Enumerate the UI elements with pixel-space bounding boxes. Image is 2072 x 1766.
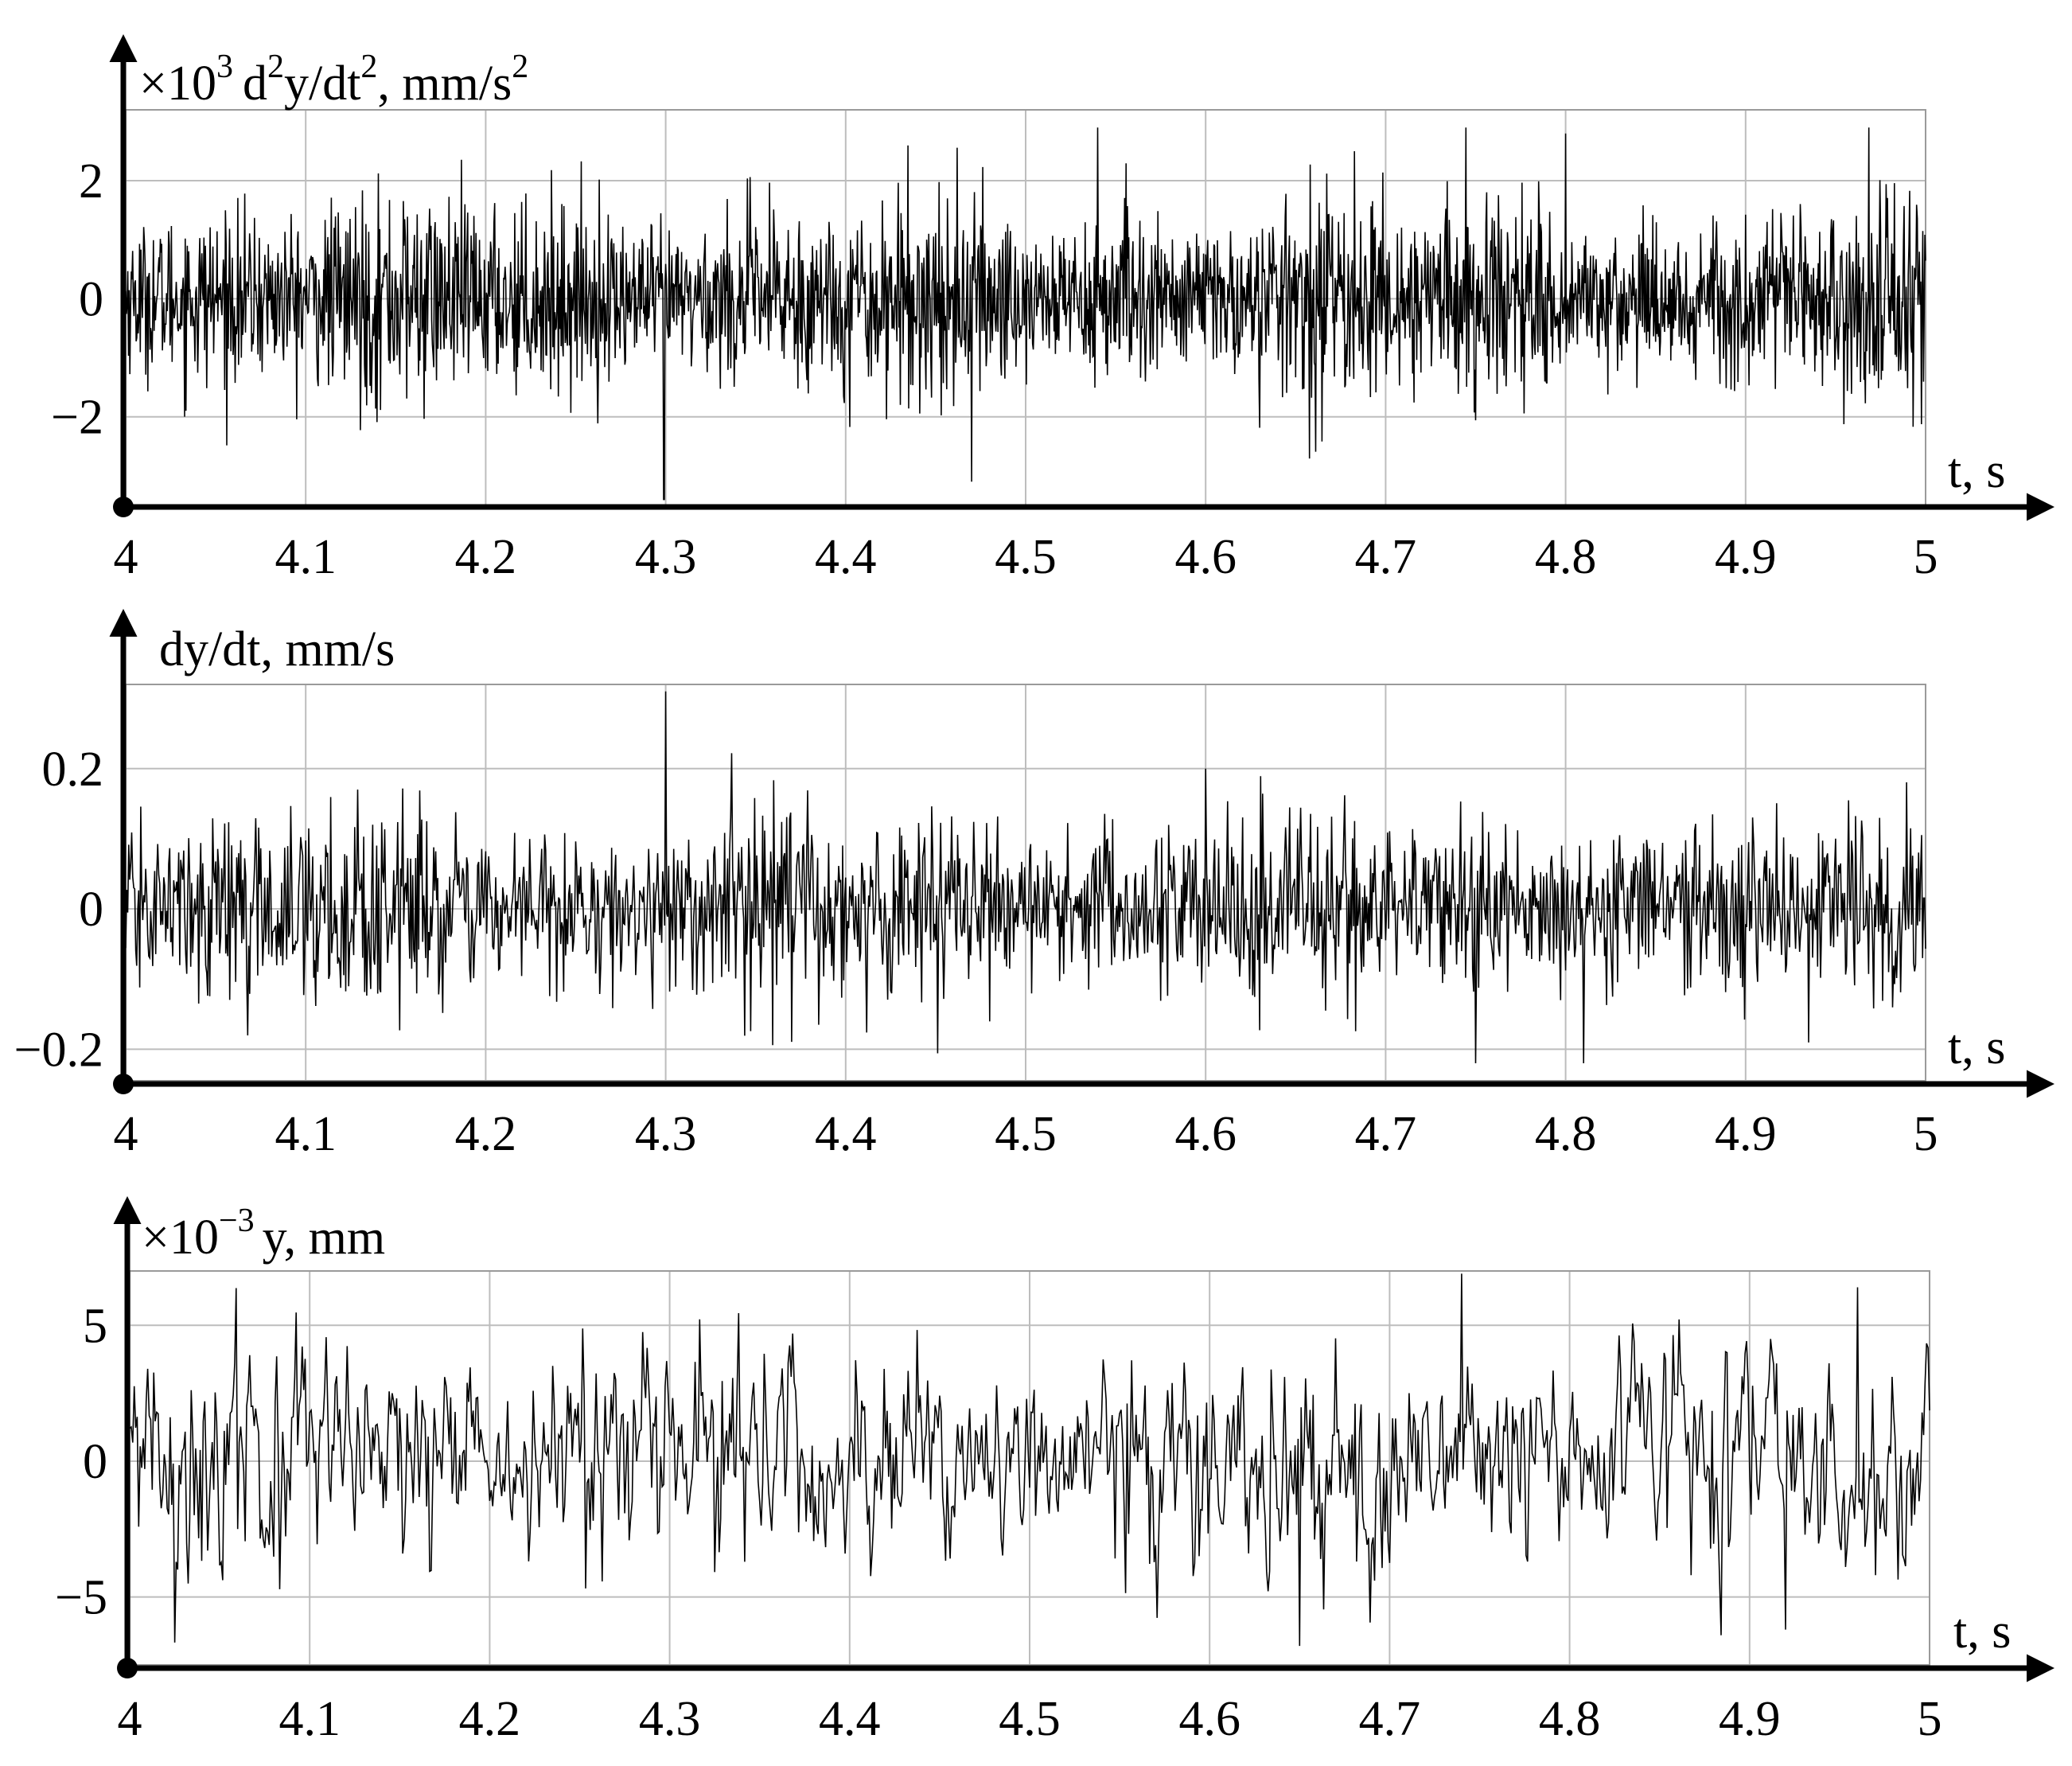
- panel-1-x-tick-label: 4.8: [1535, 530, 1597, 584]
- panel-3-x-tick-label: 4.9: [1719, 1692, 1781, 1746]
- panel-1-x-tick-label: 4: [114, 530, 138, 584]
- panel-3-x-tick-label: 4.5: [999, 1692, 1061, 1746]
- panel-1-x-label: t, s: [1948, 444, 2005, 498]
- panel-3-y-label: ×10−3 y, mm: [142, 1203, 385, 1265]
- panel-2-x-tick-label: 4.4: [815, 1107, 877, 1161]
- panel-2-signal-line: [125, 691, 1926, 1064]
- panel-1-origin-dot: [113, 497, 134, 517]
- panel-3-x-tick-label: 4.6: [1178, 1692, 1240, 1746]
- panel-1-label-unit: , mm/s: [377, 57, 512, 111]
- panel-3-x-tick-label: 4.3: [639, 1692, 701, 1746]
- panel-2-x-tick-label: 4.5: [995, 1107, 1057, 1161]
- panel-3-x-tick-label: 4.8: [1539, 1692, 1601, 1746]
- panel-3-x-ticks: 4 4.1 4.2 4.3 4.4 4.5 4.6 4.7 4.8 4.9 5: [118, 1692, 1942, 1746]
- panel-2-x-tick-label: 4.7: [1355, 1107, 1417, 1161]
- panel-1-x-tick-label: 4.3: [635, 530, 697, 584]
- panel-2-y-tick-label: −0.2: [14, 1023, 103, 1077]
- panel-1-label-d: d: [243, 57, 267, 111]
- panel-2-x-tick-label: 4.6: [1174, 1107, 1237, 1161]
- panel-1-x-tick-label: 4.7: [1355, 530, 1417, 584]
- panel-1-x-tick-label: 4.4: [815, 530, 877, 584]
- panel-acceleration: −2 0 2 4 4.1 4.2 4.3 4.4 4.5 4.6 4.7 4.8 4.9 5 ×103 d…: [51, 34, 2054, 584]
- panel-1-label-exp3: 2: [512, 49, 528, 85]
- panel-3-multiplier-base: ×10: [142, 1210, 219, 1265]
- panel-1-multiplier-base: ×10: [139, 57, 216, 111]
- panel-3-y-ticks: −5 0 5: [55, 1299, 107, 1624]
- panel-3-x-tick-label: 5: [1918, 1692, 1942, 1746]
- panel-3-label-text: y, mm: [263, 1210, 385, 1265]
- panel-3-origin-dot: [117, 1658, 138, 1678]
- panel-2-x-tick-label: 4.1: [275, 1107, 337, 1161]
- panel-velocity: −0.2 0 0.2 4 4.1 4.2 4.3 4.4 4.5 4.6 4.7 4.8 4.9 5 d…: [14, 609, 2054, 1161]
- panel-3-signal-line: [129, 1273, 1930, 1647]
- panel-2-y-label: dy/dt, mm/s: [159, 622, 395, 676]
- panel-3-x-tick-label: 4.1: [278, 1692, 341, 1746]
- panel-2-y-tick-label: 0: [79, 883, 103, 937]
- panel-1-y-tick-label: −2: [51, 391, 103, 445]
- panel-2-x-label: t, s: [1948, 1020, 2005, 1074]
- panel-2-x-tick-label: 4: [114, 1107, 138, 1161]
- panel-2-x-tick-label: 4.9: [1715, 1107, 1777, 1161]
- panel-1-y-tick-label: 0: [79, 272, 103, 326]
- panel-displacement: −5 0 5 4 4.1 4.2 4.3 4.4 4.5 4.6 4.7 4.8 4.9 5 ×10−3…: [55, 1196, 2054, 1746]
- panel-1-signal-line: [125, 127, 1926, 501]
- panel-3-x-label: t, s: [1953, 1604, 2011, 1659]
- panel-1-x-tick-label: 4.6: [1174, 530, 1237, 584]
- panel-1-multiplier-exp: 3: [216, 49, 233, 85]
- panel-2-x-ticks: 4 4.1 4.2 4.3 4.4 4.5 4.6 4.7 4.8 4.9 5: [114, 1107, 1938, 1161]
- panel-1-x-ticks: 4 4.1 4.2 4.3 4.4 4.5 4.6 4.7 4.8 4.9 5: [114, 530, 1938, 584]
- panel-3-x-tick-label: 4.7: [1359, 1692, 1421, 1746]
- panel-1-label-exp2: 2: [360, 49, 377, 85]
- panel-3-x-tick-label: 4: [118, 1692, 142, 1746]
- panel-2-x-tick-label: 4.3: [635, 1107, 697, 1161]
- panel-1-y-tick-label: 2: [79, 154, 103, 209]
- panel-1-x-tick-label: 4.5: [995, 530, 1057, 584]
- panel-1-y-ticks: −2 0 2: [51, 154, 103, 445]
- panel-3-y-tick-label: −5: [55, 1571, 107, 1625]
- panel-2-y-tick-label: 0.2: [42, 743, 104, 797]
- panel-2-x-tick-label: 5: [1914, 1107, 1938, 1161]
- panel-1-label-mid: y/dt: [284, 57, 360, 111]
- panel-2-origin-dot: [113, 1074, 134, 1094]
- panel-2-x-tick-label: 4.2: [455, 1107, 517, 1161]
- panel-2-y-ticks: −0.2 0 0.2: [14, 743, 103, 1078]
- panel-1-x-tick-label: 4.9: [1715, 530, 1777, 584]
- panel-2-x-tick-label: 4.8: [1535, 1107, 1597, 1161]
- panel-1-y-label: ×103 d2y/dt2, mm/s2: [139, 49, 528, 111]
- panel-3-y-tick-label: 0: [83, 1435, 107, 1489]
- panel-1-x-tick-label: 4.2: [455, 530, 517, 584]
- panel-1-x-tick-label: 4.1: [275, 530, 337, 584]
- panel-1-x-tick-label: 5: [1914, 530, 1938, 584]
- panel-3-multiplier-exp: −3: [219, 1203, 255, 1239]
- panel-1-label-exp1: 2: [267, 49, 284, 85]
- panel-3-grid: [130, 1271, 1930, 1665]
- panel-3-y-tick-label: 5: [83, 1299, 107, 1353]
- panel-3-x-tick-label: 4.4: [819, 1692, 881, 1746]
- panel-3-x-tick-label: 4.2: [459, 1692, 521, 1746]
